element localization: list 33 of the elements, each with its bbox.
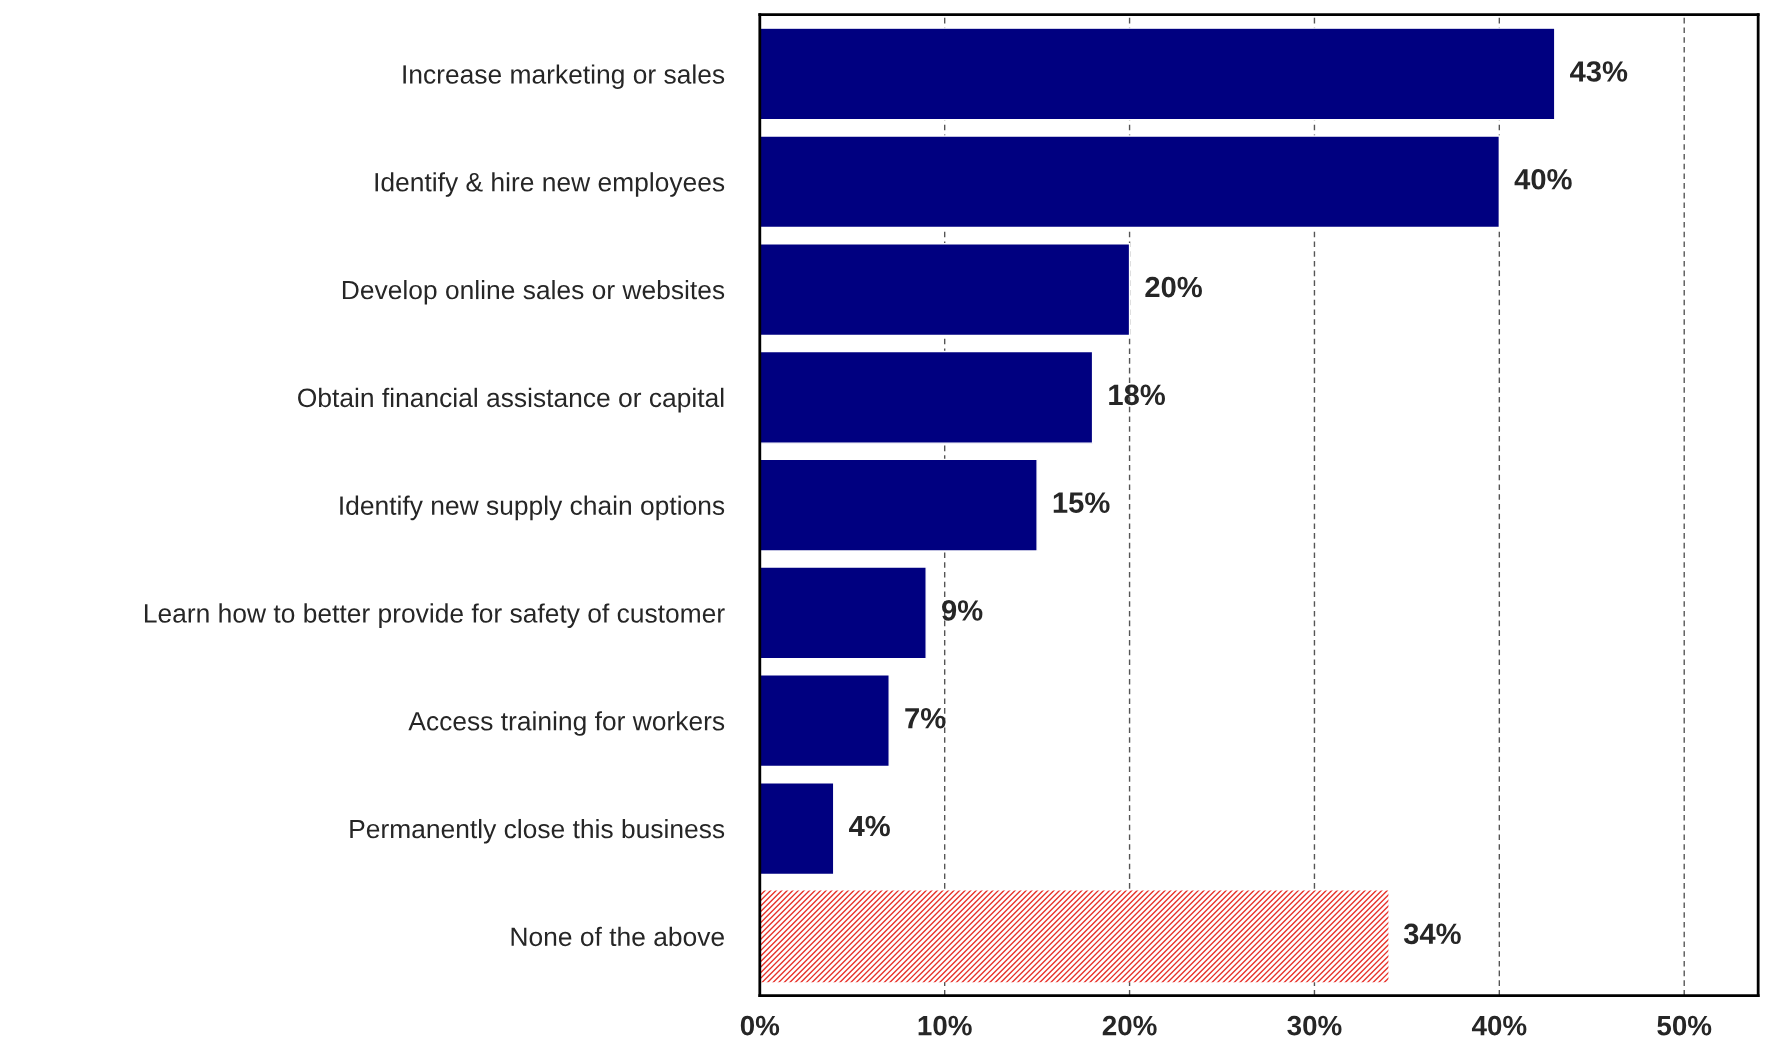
x-tick-label: 10% [918, 1015, 972, 1036]
y-tick-label: Identify & hire new employees [375, 172, 725, 197]
x-tick-label: 50% [1657, 1015, 1712, 1036]
data-label: 34% [1403, 923, 1461, 945]
x-tick-label: 20% [1102, 1015, 1157, 1036]
y-tick-label: Access training for workers [408, 711, 725, 736]
y-tick-label: None of the above [511, 926, 724, 947]
y-tick-label: Permanently close this business [350, 818, 725, 844]
y-tick-label: Obtain financial assistance or capital [298, 387, 724, 413]
bar [759, 674, 890, 768]
y-tick-label: Learn how to better provide for safety of customer [144, 603, 725, 628]
data-label: 4% [848, 815, 890, 837]
bar [759, 782, 835, 876]
bar [759, 566, 927, 660]
x-tick-label: 0% [740, 1015, 780, 1036]
y-tick-label: Identify new supply chain options [340, 495, 725, 521]
data-label: 20% [1145, 276, 1202, 298]
bar [759, 350, 1094, 444]
bar [759, 27, 1556, 121]
bar [759, 458, 1038, 552]
data-label: 7% [905, 707, 946, 729]
y-tick-label: Increase marketing or sales [403, 64, 725, 89]
data-label: 40% [1514, 168, 1572, 190]
data-label: 9% [942, 600, 983, 621]
data-label: 18% [1109, 384, 1165, 406]
bar [759, 243, 1131, 337]
bar [759, 135, 1501, 229]
x-tick-label: 30% [1287, 1015, 1342, 1036]
y-tick-label: Develop online sales or websites [342, 279, 725, 305]
bar [759, 890, 1389, 983]
x-tick-label: 40% [1471, 1015, 1527, 1036]
data-label: 15% [1053, 492, 1110, 513]
data-label: 43% [1570, 61, 1628, 82]
